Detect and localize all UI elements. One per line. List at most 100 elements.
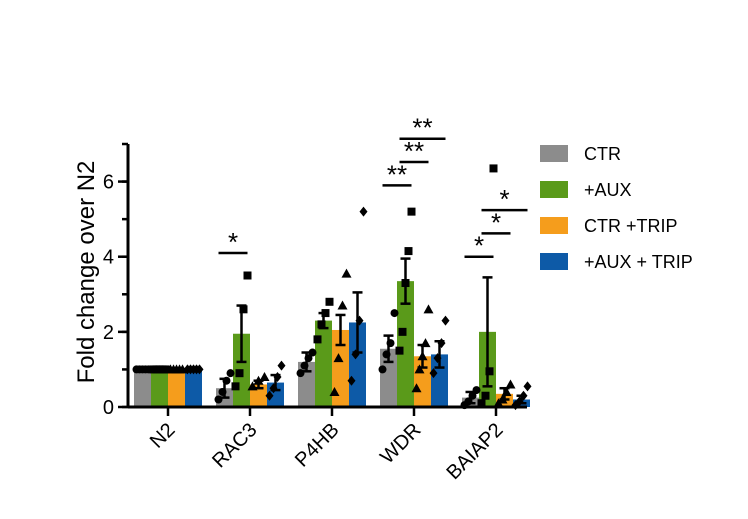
data-point-aux-trip-baiap2 [515,396,524,407]
data-point-aux-rac3 [243,271,252,280]
y-tick-label: 4 [103,247,114,269]
data-point-aux-rac3 [239,305,248,314]
legend-swatch-aux-trip [540,253,568,270]
y-tick-label: 2 [103,322,114,344]
data-point-aux-trip-baiap2 [519,390,528,401]
data-point-ctr-trip-baiap2 [505,379,516,389]
y-tick-label: 6 [103,172,114,194]
data-point-ctr-rac3 [222,376,231,385]
y-axis-title: Fold change over N2 [73,161,100,384]
bar-aux-wdr [397,281,414,407]
data-point-ctr-rac3 [218,387,227,396]
significance-wdr-1-2-label: ** [404,136,424,166]
bar-ctr-wdr [380,348,397,407]
data-point-aux-wdr [404,247,413,256]
legend-label-aux: +AUX [584,180,632,200]
data-point-aux-trip-baiap2 [523,381,532,392]
data-points-layer [132,164,532,411]
data-point-aux-trip-rac3 [265,390,274,401]
significance-baiap2-1-3-label: * [499,184,509,214]
data-point-ctr-trip-wdr [411,383,422,393]
x-tick-label-p4hb: P4HB [291,419,344,472]
data-point-ctr-baiap2 [468,391,477,400]
x-tick-label-n2: N2 [146,419,180,453]
data-point-ctr-trip-p4hb [329,386,340,396]
data-point-aux-trip-rac3 [277,360,286,371]
y-tick-label: 0 [103,397,114,419]
data-point-ctr-trip-p4hb [333,353,344,363]
significance-wdr-0-1-label: ** [387,159,407,189]
x-tick-label-baiap2: BAIAP2 [442,419,507,484]
data-point-aux-trip-wdr [433,353,442,364]
data-point-aux-baiap2 [477,399,486,408]
bar-aux-trip-n2 [185,369,202,407]
data-point-ctr-wdr [378,365,387,374]
data-point-ctr-p4hb [308,348,317,357]
data-point-aux-trip-p4hb [351,349,360,360]
data-point-ctr-trip-rac3 [253,375,264,385]
data-point-ctr-trip-wdr [417,351,428,361]
significance-layer: ********** [218,113,528,261]
data-point-aux-trip-rac3 [269,383,278,394]
data-point-ctr-trip-baiap2 [501,386,512,396]
data-point-ctr-baiap2 [464,397,473,406]
data-point-ctr-rac3 [214,395,223,404]
legend-label-ctr-trip: CTR +TRIP [584,216,678,236]
data-point-aux-trip-p4hb [347,375,356,386]
data-point-aux-wdr [398,327,407,336]
significance-wdr-1-3-label: ** [412,113,432,143]
bar-aux-trip-p4hb [349,322,366,407]
data-point-ctr-trip-wdr [414,364,425,374]
bar-ctr-trip-p4hb [332,329,349,407]
data-point-aux-trip-rac3 [273,371,282,382]
data-point-aux-wdr [395,346,404,355]
data-point-ctr-wdr [382,350,391,359]
data-point-aux-trip-p4hb [355,315,364,326]
data-point-aux-trip-p4hb [359,206,368,217]
data-point-aux-trip-wdr [429,368,438,379]
data-point-aux-p4hb [321,309,330,318]
data-point-ctr-trip-rac3 [247,381,258,391]
data-point-aux-trip-wdr [441,315,450,326]
legend-label-aux-trip: +AUX + TRIP [584,252,693,272]
data-point-ctr-trip-p4hb [337,300,348,310]
data-point-aux-baiap2 [481,391,490,400]
data-point-aux-baiap2 [485,367,494,376]
data-point-ctr-trip-p4hb [341,268,352,278]
data-point-ctr-trip-wdr [420,338,431,348]
data-point-ctr-p4hb [300,361,309,370]
data-point-aux-trip-n2 [195,364,204,375]
significance-baiap2-1-2-label: * [491,207,501,237]
data-point-ctr-rac3 [226,369,235,378]
data-point-ctr-trip-baiap2 [497,394,508,404]
axes-layer: 0 2 4 6 N2 RAC3 P4HB WDR BAIAP2 [103,142,527,484]
data-point-ctr-wdr [390,309,399,318]
data-point-aux-n2 [161,365,170,374]
data-point-ctr-baiap2 [472,386,481,395]
data-point-aux-rac3 [231,382,240,391]
data-point-aux-p4hb [317,320,326,329]
data-point-aux-baiap2 [489,164,498,173]
legend: CTR +AUX CTR +TRIP +AUX + TRIP [540,144,693,272]
data-point-aux-p4hb [313,335,322,344]
legend-swatch-ctr [540,145,568,162]
legend-label-ctr: CTR [584,144,621,164]
data-point-aux-rac3 [235,369,244,378]
data-point-ctr-trip-wdr [423,304,434,314]
data-point-ctr-wdr [386,339,395,348]
data-point-aux-wdr [407,207,416,216]
data-point-aux-trip-wdr [437,338,446,349]
significance-rac3-0-1-label: * [228,227,238,257]
data-point-aux-p4hb [325,297,334,306]
data-point-aux-wdr [401,279,410,288]
legend-swatch-ctr-trip [540,217,568,234]
bar-ctr-n2 [134,369,151,407]
data-point-ctr-trip-rac3 [259,371,270,381]
x-tick-label-rac3: RAC3 [208,419,261,472]
bar-aux-p4hb [315,320,332,407]
bar-ctr-trip-n2 [168,369,185,407]
bar-aux-n2 [151,369,168,407]
x-tick-label-wdr: WDR [376,419,425,468]
significance-baiap2-0-1-label: * [474,231,484,261]
